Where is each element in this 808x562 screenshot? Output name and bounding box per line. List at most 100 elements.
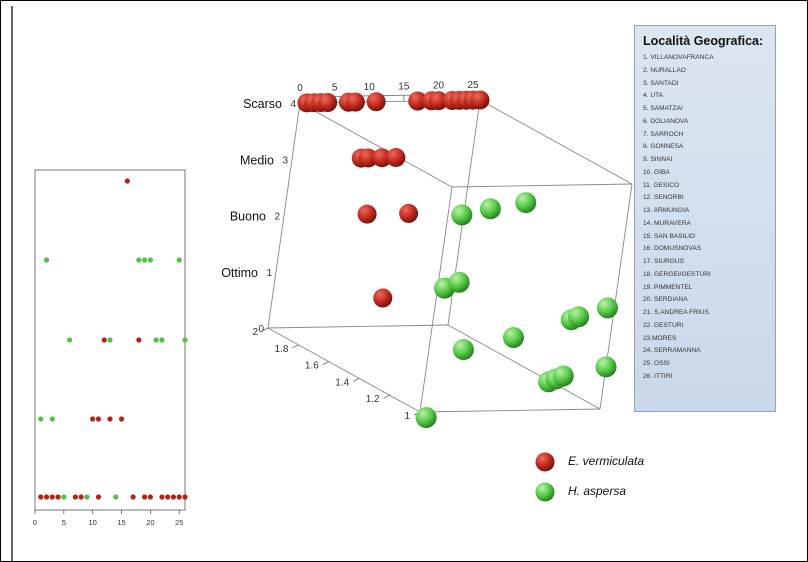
box-edge-3d [267, 102, 301, 329]
sphere-h-aspersa [452, 339, 474, 361]
locality-item: 5. SAMATZAI [643, 105, 683, 112]
sphere-h-aspersa [479, 198, 501, 220]
locality-item: 25. OSSI [643, 360, 670, 367]
sphere-e-vermiculata [386, 148, 406, 168]
locality-item: 22. GESTURI [643, 321, 684, 329]
point-e-vermiculata [78, 494, 84, 500]
x-tick-label-3d: 20 [433, 81, 445, 92]
sphere-e-vermiculata [358, 148, 378, 168]
x-tick-label-3d: 5 [332, 82, 338, 93]
point-e-vermiculata [49, 494, 55, 500]
point-h-aspersa [107, 337, 113, 343]
point-e-vermiculata [130, 494, 136, 500]
point-e-vermiculata [38, 494, 44, 500]
box-edge-3d [451, 183, 633, 188]
z-tick-label-3d: 1.6 [305, 361, 319, 372]
point-e-vermiculata [101, 337, 107, 343]
box-edge-3d [479, 99, 633, 185]
point-e-vermiculata [118, 416, 125, 422]
point-e-vermiculata [165, 494, 171, 500]
sphere-h-aspersa [415, 407, 437, 429]
z-tick-label-3d: 1 [404, 411, 410, 422]
quality-label: Ottimo [221, 266, 258, 280]
sphere-e-vermiculata [345, 92, 365, 112]
sphere-e-vermiculata [318, 93, 338, 113]
locality-item: 16. DOMUSNOVAS [643, 245, 702, 253]
point-e-vermiculata [95, 416, 102, 422]
point-e-vermiculata [136, 337, 142, 343]
point-e-vermiculata [176, 494, 182, 500]
y-tick-label-3d: 3 [282, 155, 288, 166]
sphere-e-vermiculata [408, 91, 428, 111]
box-edge-3d [419, 408, 601, 413]
box-edge-3d [299, 102, 453, 188]
point-h-aspersa [113, 494, 119, 500]
sphere-h-aspersa [515, 192, 537, 214]
point-e-vermiculata [170, 494, 177, 500]
point-h-aspersa [84, 494, 90, 500]
locality-item: 12. SENORBI [643, 194, 684, 202]
x-tick-label-2d: 5 [62, 518, 66, 527]
z-tick-label-3d: 2 [252, 327, 258, 338]
point-e-vermiculata [159, 494, 165, 500]
locality-item: 26. ITTIRI [643, 372, 673, 380]
locality-item: 18. GERGEI/GESTURI [643, 270, 711, 278]
point-h-aspersa [67, 337, 73, 343]
z-tick-3d [383, 394, 390, 399]
x-tick-label-2d: 20 [146, 518, 154, 527]
point-h-aspersa [159, 337, 165, 343]
quality-label: Scarso [243, 97, 282, 111]
sphere-h-aspersa [502, 326, 524, 348]
sphere-h-aspersa [451, 204, 473, 226]
box-edge-3d [447, 324, 601, 410]
locality-item: 13. ARMUNGIA [643, 207, 690, 214]
locality-item: 11. GESICO [643, 181, 680, 189]
locality-item: 7. SARROCH [643, 130, 684, 138]
locality-item: 9. SINNAI [643, 156, 673, 163]
y-tick-label-3d: 2 [274, 212, 280, 223]
z-tick-label-3d: 1.4 [335, 377, 349, 388]
y-tick-label-3d: 1 [266, 268, 272, 279]
species-label: H. aspersa [568, 484, 627, 498]
species-label: E. vermiculata [568, 454, 645, 468]
locality-item: 17. SIURGUS [643, 258, 685, 265]
point-e-vermiculata [72, 494, 78, 500]
point-e-vermiculata [55, 494, 61, 500]
x-tick-label-2d: 0 [33, 518, 37, 527]
sphere-e-vermiculata [366, 92, 386, 112]
locality-item: 19. PIMMENTEL [643, 283, 693, 291]
locality-list: 1. VILLANOVAFRANCA 2. NURALLAO 3. SANTADI 4… [641, 52, 769, 384]
locality-item: 1. VILLANOVAFRANCA [643, 54, 714, 61]
sphere-h-aspersa [448, 271, 470, 293]
x-tick-label-2d: 25 [175, 518, 183, 527]
z-tick-3d [353, 378, 360, 382]
quality-label: Medio [240, 153, 274, 167]
point-h-aspersa [176, 257, 182, 263]
x-tick-label-3d: 15 [398, 81, 410, 92]
point-e-vermiculata [43, 494, 50, 500]
sphere-e-vermiculata [399, 203, 419, 223]
locality-item: 3. SANTADI [643, 79, 679, 87]
point-h-aspersa [182, 337, 188, 343]
legend-marker-h-aspersa [535, 482, 555, 502]
point-h-aspersa [61, 494, 67, 500]
box-edge-3d [267, 324, 449, 329]
scatter-3d: 0 5 10 15 20 25 0 1 2 3 4 Ottimo Buono Medio Scarso 1 1.… [221, 80, 633, 429]
locality-legend-title: Località Geografica: [643, 34, 764, 48]
z-tick-label-3d: 1.8 [274, 344, 288, 355]
point-h-aspersa [147, 257, 153, 263]
box-edge-3d [267, 327, 421, 413]
point-h-aspersa [136, 257, 142, 263]
species-legend [535, 452, 555, 502]
locality-item: 10. GIBA [643, 168, 670, 176]
z-tick-3d [292, 344, 299, 349]
locality-item: 4. UTA [643, 92, 664, 100]
point-h-aspersa [38, 416, 44, 422]
point-e-vermiculata [142, 494, 148, 500]
point-e-vermiculata [107, 416, 113, 422]
scatter-2d: 0 5 10 15 20 25 [33, 169, 188, 527]
x-tick-label-3d: 0 [297, 83, 303, 94]
locality-item: 2. NURALLAO [643, 66, 686, 74]
sphere-e-vermiculata [470, 90, 490, 110]
